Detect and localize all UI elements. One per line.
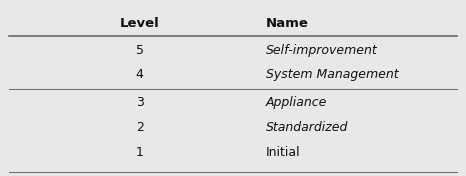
Text: Standardized: Standardized <box>266 121 348 134</box>
Text: 2: 2 <box>136 121 144 134</box>
Text: Appliance: Appliance <box>266 96 327 109</box>
Text: Level: Level <box>120 17 160 30</box>
Text: 4: 4 <box>136 68 144 81</box>
Text: 5: 5 <box>136 44 144 57</box>
Text: System Management: System Management <box>266 68 398 81</box>
Text: 1: 1 <box>136 146 144 159</box>
Text: Self-improvement: Self-improvement <box>266 44 377 57</box>
Text: Name: Name <box>266 17 308 30</box>
Text: Initial: Initial <box>266 146 300 159</box>
Text: 3: 3 <box>136 96 144 109</box>
